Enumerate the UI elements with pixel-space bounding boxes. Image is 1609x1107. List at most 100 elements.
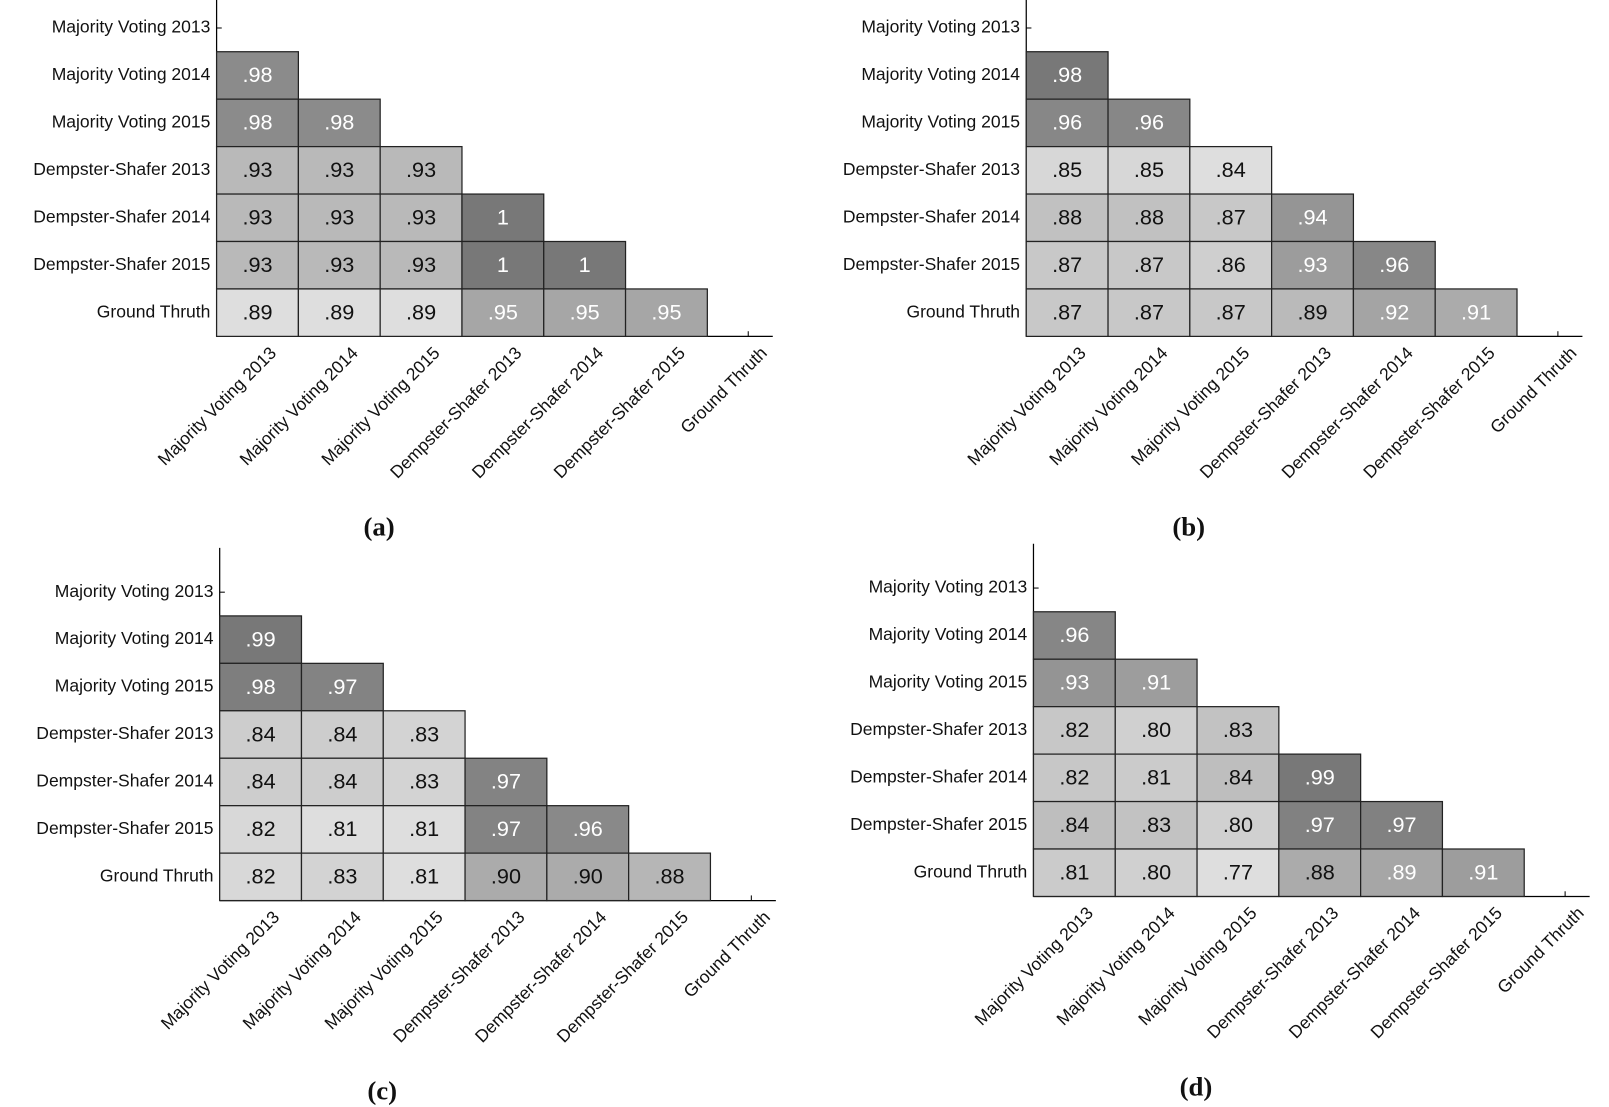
caption: (c): [367, 1076, 397, 1106]
heatmap-cell: [1189, 193, 1273, 243]
cell-label: .85: [1052, 157, 1082, 182]
cell-label: .97: [327, 674, 357, 699]
heatmap-cell: [300, 757, 384, 807]
heatmap-cell: [543, 288, 627, 338]
cell-label: .97: [491, 769, 521, 794]
cell-label: .84: [327, 769, 357, 794]
heatmap-cell: [379, 193, 463, 243]
cell-label: .88: [654, 864, 684, 889]
heatmap-cell: [1271, 288, 1355, 338]
x-tick-label: Ground Thruth: [1486, 343, 1580, 437]
y-tick-label: Dempster-Shafer 2013: [850, 719, 1027, 739]
cell-label: .98: [324, 110, 354, 135]
heatmap-cell: [1114, 848, 1198, 898]
cell-label: .84: [1059, 812, 1089, 837]
heatmap-cell: [1107, 240, 1191, 290]
cell-label: .81: [1059, 859, 1089, 884]
heatmap-cell: [1352, 288, 1436, 338]
heatmap-cell: [1360, 800, 1444, 850]
x-tick-label: Dempster-Shafer 2014: [1285, 903, 1425, 1043]
y-tick-label: Dempster-Shafer 2013: [843, 159, 1020, 179]
y-tick-label: Ground Thruth: [914, 861, 1028, 881]
heatmap-cell: [1107, 98, 1191, 148]
x-tick-label: Dempster-Shafer 2015: [1359, 343, 1498, 482]
cell-label: .83: [327, 864, 357, 889]
cell-label: .88: [1134, 205, 1164, 230]
heatmap-cell: [297, 288, 381, 338]
x-tick-label: Dempster-Shafer 2013: [1203, 903, 1342, 1042]
cell-label: .83: [409, 769, 439, 794]
cell-label: .87: [1216, 205, 1246, 230]
x-tick-label: Ground Thruth: [676, 343, 770, 437]
heatmap-cell: [624, 288, 708, 338]
y-tick-label: Dempster-Shafer 2015: [36, 818, 213, 838]
heatmap-cell: [628, 852, 712, 902]
y-tick-label: Ground Thruth: [100, 865, 214, 885]
cell-label: .88: [1052, 205, 1082, 230]
heatmap-cell: [1114, 658, 1198, 708]
cell-label: .96: [1379, 252, 1409, 277]
heatmap-cell: [1025, 51, 1109, 100]
cell-label: .81: [1141, 765, 1171, 790]
heatmap-cell: [379, 288, 463, 338]
cell-label: .96: [1134, 110, 1164, 135]
heatmap-cell: [1114, 753, 1198, 803]
caption: (d): [1180, 1071, 1213, 1101]
cell-label: .96: [1052, 110, 1082, 135]
heatmap-cell: [461, 288, 545, 338]
heatmap-cell: [1189, 145, 1273, 195]
y-tick-label: Majority Voting 2015: [869, 672, 1028, 692]
cell-label: .89: [1297, 299, 1327, 324]
heatmap-cell: [300, 710, 384, 759]
cell-label: .81: [327, 816, 357, 841]
cell-label: .81: [409, 864, 439, 889]
heatmap-cell: [1032, 753, 1116, 803]
heatmap-cell: [1278, 800, 1362, 850]
y-tick-label: Majority Voting 2014: [861, 64, 1020, 84]
heatmap-cell: [1032, 848, 1116, 898]
heatmap-cell: [1271, 193, 1355, 243]
cell-label: 1: [497, 205, 509, 230]
cell-label: .86: [1216, 252, 1246, 277]
cell-label: .89: [242, 299, 272, 324]
heatmap-cell: [1025, 98, 1109, 148]
y-tick-label: Dempster-Shafer 2014: [850, 766, 1027, 786]
cell-label: .87: [1216, 299, 1246, 324]
heatmap-cell: [1025, 145, 1109, 195]
heatmap-cell: [379, 240, 463, 290]
caption: (a): [363, 511, 394, 541]
cell-label: .93: [406, 205, 436, 230]
heatmap-cell: [215, 288, 300, 338]
x-tick-label: Ground Thruth: [1493, 903, 1587, 997]
cell-label: .98: [246, 674, 276, 699]
cell-label: .97: [491, 816, 521, 841]
heatmap-cell: [1278, 753, 1362, 803]
heatmap-cell: [1352, 240, 1436, 290]
cell-label: .93: [242, 252, 272, 277]
x-tick-label: Dempster-Shafer 2014: [471, 907, 611, 1047]
cell-label: .85: [1134, 157, 1164, 182]
cell-label: .87: [1134, 299, 1164, 324]
cell-label: .97: [1305, 812, 1335, 837]
cell-label: .98: [242, 62, 272, 87]
cell-label: .91: [1141, 670, 1171, 695]
cell-label: .95: [651, 299, 681, 324]
heatmap-cell: [1025, 288, 1109, 338]
heatmap-cell: [297, 98, 381, 148]
cell-label: .89: [324, 299, 354, 324]
heatmap-cell: [1189, 288, 1273, 338]
cell-label: .84: [1216, 157, 1246, 182]
y-tick-label: Majority Voting 2015: [861, 112, 1020, 132]
x-tick-label: Dempster-Shafer 2013: [1196, 343, 1335, 482]
cell-label: .95: [488, 299, 518, 324]
heatmap-cell: [382, 805, 466, 854]
heatmap-cell: [1032, 611, 1116, 660]
cell-label: 1: [497, 252, 509, 277]
cell-label: .98: [242, 110, 272, 135]
heatmap-cell: [464, 852, 548, 902]
cell-label: .80: [1141, 717, 1171, 742]
heatmap-cell: [1196, 753, 1280, 803]
y-tick-label: Majority Voting 2014: [55, 628, 214, 648]
